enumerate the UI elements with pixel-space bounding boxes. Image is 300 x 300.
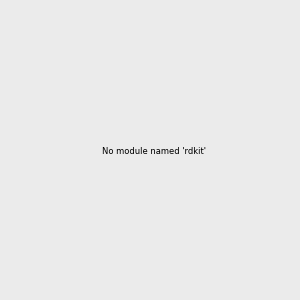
- Text: No module named 'rdkit': No module named 'rdkit': [102, 147, 206, 156]
